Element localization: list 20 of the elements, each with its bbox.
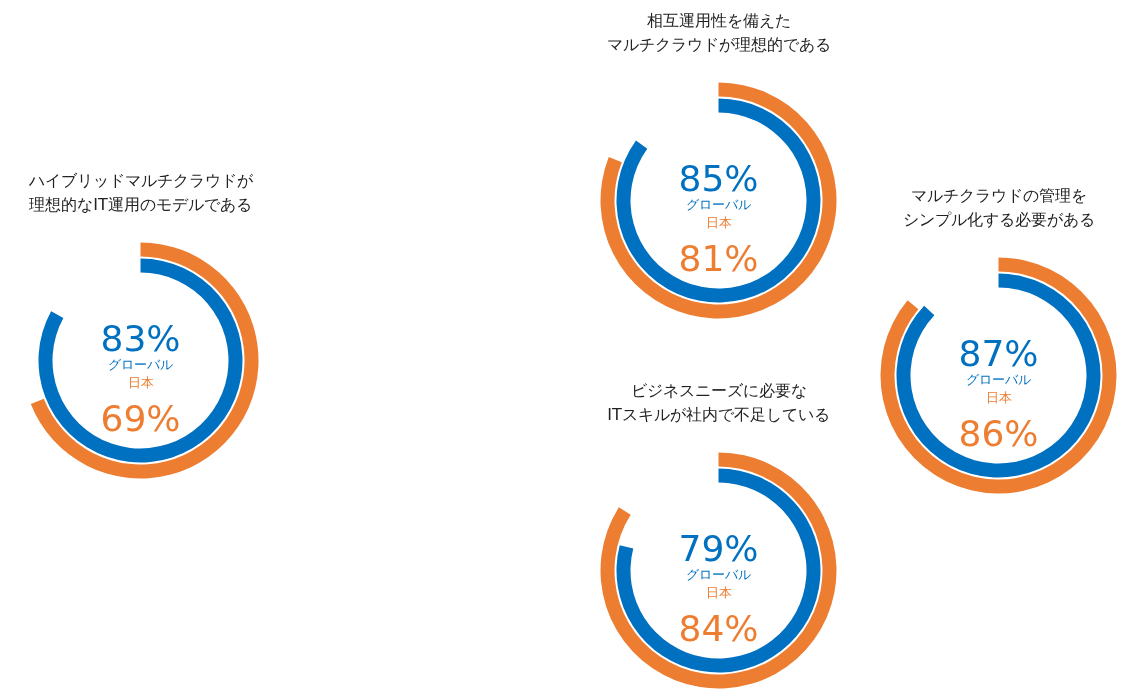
data-label: 87%: [958, 333, 1039, 374]
data-label: 81%: [678, 238, 759, 279]
slice-label: グローバル: [686, 567, 751, 582]
slice-label: 日本: [705, 585, 732, 600]
chart-title: ビジネスニーズに必要なITスキルが社内で不足している: [607, 381, 830, 424]
data-label: 85%: [678, 158, 759, 199]
slice-label: 日本: [985, 390, 1012, 405]
data-label: 69%: [100, 398, 181, 439]
data-label: 84%: [678, 608, 759, 649]
slice-label: グローバル: [686, 197, 751, 212]
slice-label: グローバル: [966, 372, 1031, 387]
data-label: 86%: [958, 413, 1039, 454]
slice-label: グローバル: [108, 357, 173, 372]
chart-title: 相互運用性を備えたマルチクラウドが理想的である: [606, 11, 831, 54]
data-label: 79%: [678, 528, 759, 569]
slice-label: 日本: [705, 215, 732, 230]
data-label: 83%: [100, 318, 181, 359]
chart-title: ハイブリッドマルチクラウドが理想的なIT運用のモデルである: [27, 171, 254, 214]
chart-title: マルチクラウドの管理をシンプル化する必要がある: [902, 186, 1095, 229]
slice-label: 日本: [127, 375, 154, 390]
